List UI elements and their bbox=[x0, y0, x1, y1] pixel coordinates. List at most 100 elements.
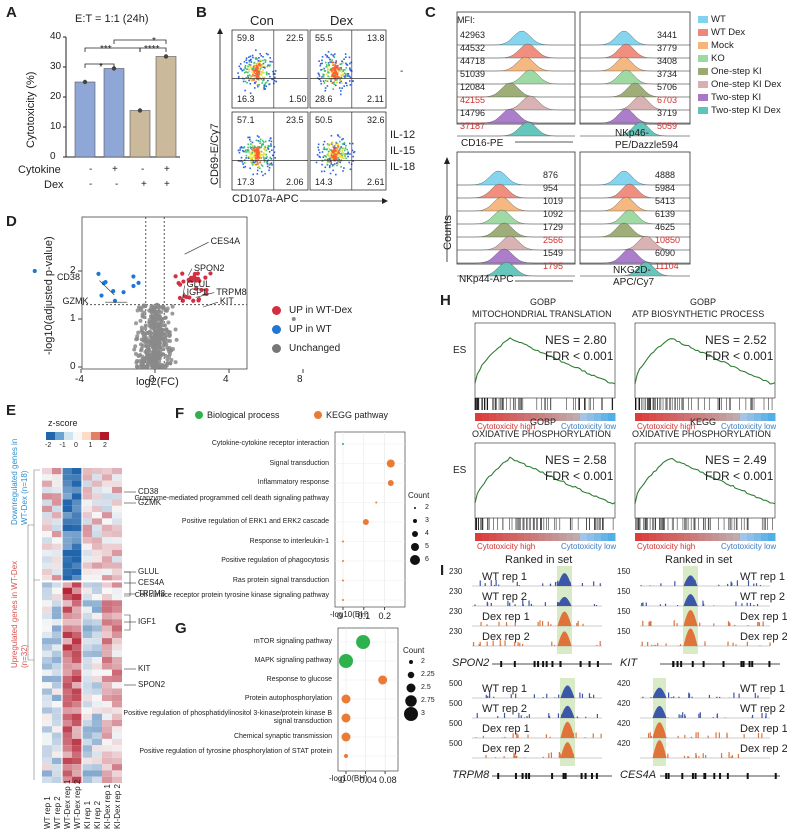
event-dot bbox=[330, 80, 332, 82]
event-dot bbox=[262, 80, 264, 82]
heatmap-cell bbox=[82, 632, 92, 638]
heatmap-cell bbox=[82, 525, 92, 531]
heatmap-cell bbox=[72, 588, 82, 594]
track-signal bbox=[731, 756, 732, 758]
track-signal bbox=[650, 697, 651, 698]
track-signal bbox=[521, 715, 522, 718]
track-signal bbox=[734, 585, 735, 586]
mfi-value: 6703 bbox=[657, 96, 677, 105]
legend-item: WT Dex bbox=[698, 27, 781, 40]
event-dot bbox=[258, 84, 260, 86]
track-signal bbox=[651, 736, 652, 738]
event-dot bbox=[344, 155, 346, 157]
event-dot bbox=[328, 148, 330, 150]
exon bbox=[740, 661, 742, 667]
event-dot bbox=[243, 69, 245, 71]
term-label: Inflammatory response bbox=[111, 479, 329, 487]
heatmap-cell bbox=[112, 600, 122, 606]
track-signal bbox=[546, 734, 547, 738]
track-signal bbox=[542, 621, 543, 626]
event-dot bbox=[252, 145, 254, 147]
heatmap-cell bbox=[42, 600, 52, 606]
heatmap-cell bbox=[102, 487, 112, 493]
up-point bbox=[177, 281, 181, 285]
heatmap-cell bbox=[92, 758, 102, 764]
event-dot bbox=[341, 74, 343, 76]
event-dot bbox=[241, 157, 243, 159]
heatmap-cell bbox=[72, 663, 82, 669]
mfi-value: 42963 bbox=[460, 31, 485, 40]
track-signal bbox=[691, 737, 692, 738]
event-dot bbox=[334, 56, 336, 58]
event-dot bbox=[329, 59, 331, 61]
track-scale: 150 bbox=[617, 588, 630, 596]
event-dot bbox=[256, 65, 258, 67]
exon bbox=[672, 661, 674, 667]
track-signal bbox=[493, 697, 494, 698]
mfi-value: 1019 bbox=[543, 197, 563, 206]
y-tick-label: 1 bbox=[70, 314, 76, 324]
heatmap-cell bbox=[82, 506, 92, 512]
heatmap-cell bbox=[92, 500, 102, 506]
exon bbox=[563, 773, 565, 779]
event-dot bbox=[269, 65, 271, 67]
event-dot bbox=[251, 157, 253, 159]
heatmap-cell bbox=[52, 638, 62, 644]
gene-point bbox=[141, 315, 145, 319]
event-dot bbox=[257, 170, 259, 172]
term-dot bbox=[339, 654, 353, 668]
gene-point bbox=[162, 343, 166, 347]
event-dot bbox=[336, 165, 338, 167]
track-signal bbox=[648, 733, 649, 738]
event-dot bbox=[262, 175, 264, 177]
event-dot bbox=[324, 166, 326, 168]
event-dot bbox=[322, 56, 324, 58]
event-dot bbox=[255, 149, 257, 151]
legend-swatch bbox=[698, 16, 708, 23]
event-dot bbox=[252, 55, 254, 57]
sample-label: WT rep 1 bbox=[44, 796, 52, 829]
heatmap-cell bbox=[42, 770, 52, 776]
event-dot bbox=[256, 73, 258, 75]
gene-point bbox=[140, 326, 144, 330]
gene-point bbox=[138, 353, 142, 357]
event-dot bbox=[343, 167, 345, 169]
event-dot bbox=[266, 82, 268, 84]
heatmap-cell bbox=[52, 777, 62, 783]
event-dot bbox=[244, 146, 246, 148]
track-signal bbox=[485, 755, 486, 758]
heatmap-cell bbox=[92, 714, 102, 720]
count-legend-label: 4 bbox=[425, 530, 429, 537]
heatmap-cell bbox=[92, 537, 102, 543]
condition-label: IL-12 bbox=[390, 130, 415, 141]
heatmap-cell bbox=[52, 689, 62, 695]
rank-gradient bbox=[726, 413, 734, 421]
event-dot bbox=[337, 82, 339, 84]
track-signal bbox=[504, 756, 505, 758]
heatmap-cell bbox=[72, 563, 82, 569]
exon bbox=[681, 773, 683, 779]
heatmap-cell bbox=[92, 745, 102, 751]
event-dot bbox=[239, 149, 241, 151]
event-dot bbox=[338, 146, 340, 148]
track-label: WT rep 2 bbox=[482, 704, 527, 715]
heatmap-cell bbox=[82, 638, 92, 644]
legend-item: WT bbox=[698, 14, 781, 27]
term-label: Cytokine-cytokine receptor interaction bbox=[111, 440, 329, 448]
track-signal bbox=[699, 623, 700, 626]
event-dot bbox=[262, 140, 264, 142]
bar bbox=[130, 111, 150, 158]
heatmap-cell bbox=[92, 487, 102, 493]
event-dot bbox=[250, 59, 252, 61]
event-dot bbox=[250, 141, 252, 143]
event-dot bbox=[265, 154, 267, 156]
x-tick-label: 8 bbox=[297, 375, 303, 385]
heatmap-cell bbox=[72, 644, 82, 650]
track-signal bbox=[677, 605, 678, 606]
track-scale: 230 bbox=[449, 608, 462, 616]
event-dot bbox=[348, 162, 350, 164]
event-dot bbox=[332, 70, 334, 72]
heatmap-cell bbox=[52, 764, 62, 770]
event-dot bbox=[257, 167, 259, 169]
